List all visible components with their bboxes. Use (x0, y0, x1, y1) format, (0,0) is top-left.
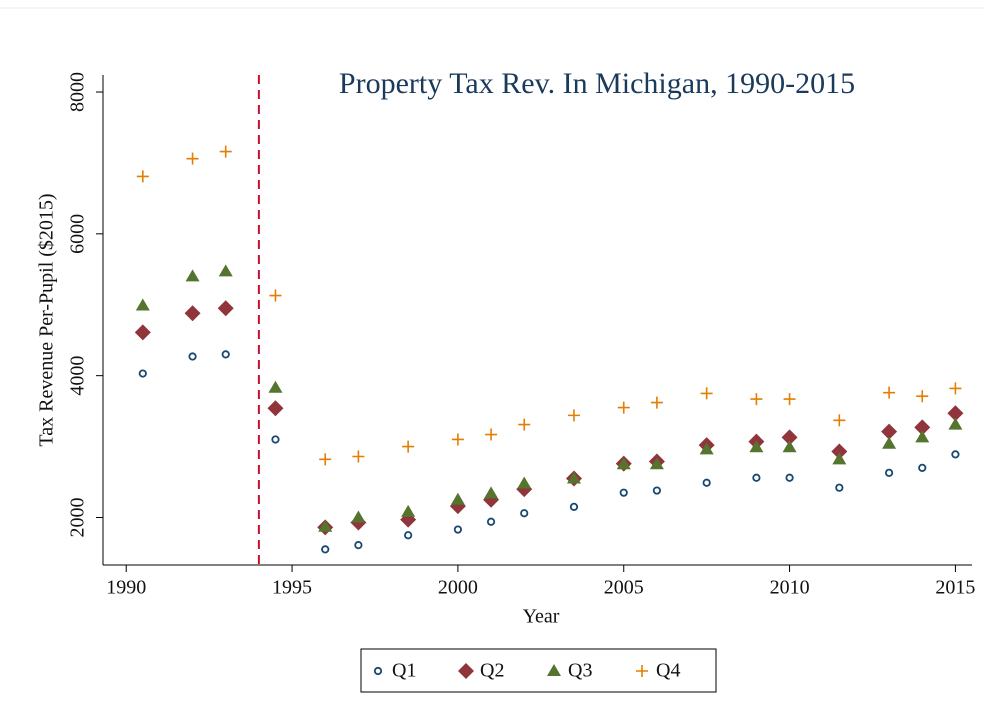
point (184, 305, 201, 322)
point (567, 409, 580, 422)
point (832, 452, 847, 465)
legend-label: Q2 (480, 660, 504, 682)
point (918, 463, 927, 472)
point (267, 400, 284, 417)
legend-marker (636, 665, 648, 677)
x-tick-label: 1995 (272, 577, 312, 599)
legend-marker (373, 666, 383, 676)
point (617, 401, 630, 414)
point (221, 350, 230, 359)
point (453, 525, 462, 534)
point (486, 517, 496, 526)
point (450, 492, 465, 505)
point (354, 541, 363, 550)
point (185, 269, 200, 282)
y-tick-label: 6000 (67, 214, 89, 254)
point (351, 510, 366, 523)
point (951, 450, 960, 459)
x-axis-label: Year (523, 606, 560, 628)
point (881, 423, 898, 440)
chart-title: Property Tax Rev. In Michigan, 1990-2015 (339, 67, 855, 100)
point (700, 387, 713, 400)
x-tick-label: 2010 (770, 577, 810, 599)
point (883, 386, 896, 399)
legend-label: Q3 (568, 660, 592, 682)
point (217, 300, 234, 317)
point (136, 170, 149, 183)
point (269, 289, 282, 302)
point (882, 436, 897, 449)
point (948, 417, 963, 430)
legend-marker (547, 664, 561, 676)
x-tick-label: 1990 (106, 577, 146, 599)
point (831, 443, 848, 460)
point (619, 488, 628, 497)
x-tick-label: 2000 (438, 577, 478, 599)
point (650, 396, 663, 409)
point (783, 393, 796, 406)
legend-box (360, 648, 717, 693)
point (218, 264, 233, 277)
point (915, 430, 930, 443)
point (752, 473, 761, 482)
y-tick-label: 8000 (67, 72, 89, 112)
point (914, 419, 931, 436)
point (321, 545, 330, 554)
point (782, 440, 797, 453)
point (268, 380, 283, 393)
point (186, 152, 199, 165)
point (401, 504, 416, 517)
point (569, 502, 579, 511)
x-tick-label: 2005 (604, 577, 644, 599)
point (781, 429, 798, 446)
point (484, 486, 499, 499)
point (451, 433, 464, 446)
point (352, 450, 365, 463)
point (518, 418, 531, 431)
legend-label: Q4 (656, 660, 680, 682)
point (750, 393, 763, 406)
point (649, 457, 664, 470)
point (520, 509, 529, 518)
point (404, 531, 413, 540)
point (949, 382, 962, 395)
y-tick-label: 2000 (67, 497, 89, 537)
point (134, 324, 151, 341)
point (785, 473, 794, 482)
point (271, 435, 280, 444)
point (702, 478, 711, 487)
point (749, 440, 764, 453)
point (947, 405, 964, 422)
point (318, 519, 333, 532)
point (835, 483, 844, 492)
point (833, 414, 846, 427)
legend-marker (458, 663, 474, 679)
point (319, 453, 332, 466)
point (135, 298, 150, 311)
point (616, 457, 631, 470)
point (402, 440, 415, 453)
x-tick-label: 2015 (935, 577, 975, 599)
point (138, 369, 147, 378)
legend-label: Q1 (392, 660, 416, 682)
point (566, 471, 581, 484)
point (219, 145, 232, 158)
y-tick-label: 4000 (67, 356, 89, 396)
y-axis-label: Tax Revenue Per-Pupil ($2015) (36, 193, 58, 446)
point (699, 442, 714, 455)
point (485, 428, 498, 441)
point (916, 390, 929, 403)
point (188, 352, 197, 361)
point (884, 468, 894, 477)
point (517, 476, 532, 489)
point (652, 486, 662, 495)
